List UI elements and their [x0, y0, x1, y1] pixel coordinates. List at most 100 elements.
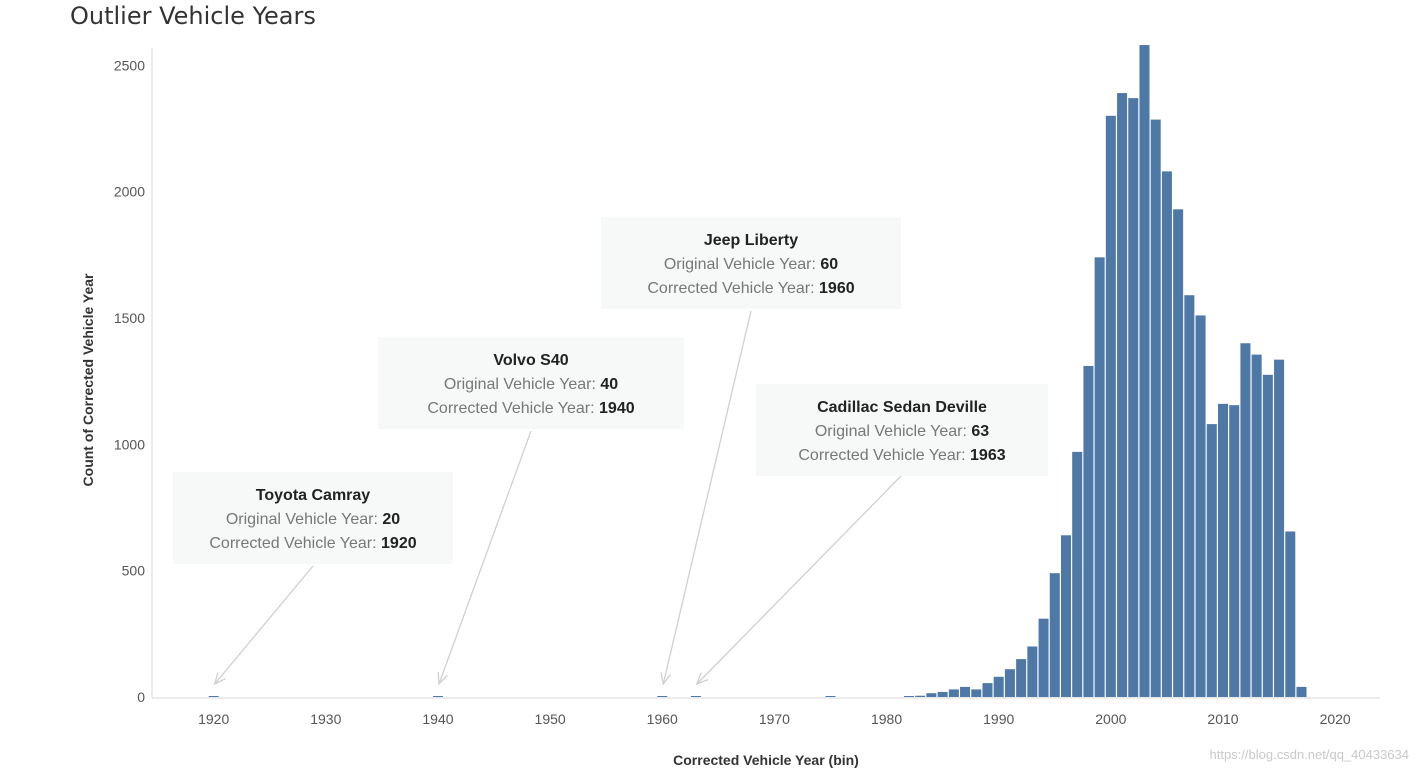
bar[interactable]: [903, 696, 914, 697]
bar[interactable]: [1117, 93, 1128, 698]
y-tick-labels: 0 500 1000 1500 2000 2500: [114, 57, 145, 705]
annotation-corrected-label: Corrected Vehicle Year:: [798, 447, 966, 464]
x-tick-label: 2000: [1095, 711, 1126, 727]
bar[interactable]: [1217, 403, 1229, 697]
annotation-title: Toyota Camray: [255, 487, 371, 504]
annotation-corrected-value: 1940: [599, 400, 635, 417]
y-axis-title: Count of Corrected Vehicle Year: [80, 273, 96, 486]
annotation-arrowhead: [437, 671, 448, 686]
annotation-corrected-line: Corrected Vehicle Year: 1920: [173, 532, 453, 556]
annotation-title: Cadillac Sedan Deville: [817, 399, 987, 416]
bar[interactable]: [1184, 295, 1195, 697]
bar[interactable]: [1060, 535, 1071, 697]
bar[interactable]: [1251, 354, 1262, 697]
annotation-corrected-value: 1960: [819, 280, 855, 297]
bars: [208, 45, 1307, 698]
annotation-original-line: Original Vehicle Year: 40: [378, 373, 684, 397]
bar[interactable]: [1027, 646, 1038, 697]
bar[interactable]: [1105, 115, 1116, 698]
x-tick-label: 1970: [759, 711, 790, 727]
annotation-arrow: [214, 565, 314, 685]
annotation-arrowhead: [660, 672, 672, 686]
bar[interactable]: [690, 696, 701, 697]
annotation-arrow: [438, 430, 532, 685]
annotation-original-label: Original Vehicle Year:: [443, 376, 596, 393]
bar[interactable]: [948, 689, 959, 697]
bar[interactable]: [825, 696, 836, 697]
bar[interactable]: [1229, 405, 1240, 697]
x-tick-label: 1990: [983, 711, 1014, 727]
chart-title: Outlier Vehicle Years: [70, 2, 316, 30]
y-axis-title-group: Count of Corrected Vehicle Year: [80, 273, 96, 486]
annotation-title: Volvo S40: [493, 352, 569, 369]
annotation-original-line: Original Vehicle Year: 60: [601, 253, 901, 277]
bar[interactable]: [915, 695, 926, 697]
annotation-corrected-value: 1920: [381, 535, 417, 552]
bar[interactable]: [1206, 424, 1217, 697]
bar[interactable]: [1150, 119, 1161, 697]
bar[interactable]: [1262, 374, 1273, 697]
bar[interactable]: [208, 696, 219, 697]
annotation-arrows: [213, 310, 902, 686]
bar[interactable]: [1139, 45, 1150, 698]
annotation-corrected-label: Corrected Vehicle Year:: [647, 280, 815, 297]
annotation-arrow: [662, 310, 752, 685]
y-tick-label: 1000: [114, 436, 145, 452]
axes: [151, 48, 1380, 699]
bar[interactable]: [1083, 365, 1094, 697]
annotation-original-value: 20: [382, 511, 401, 528]
annotation-original-line: Original Vehicle Year: 63: [756, 420, 1048, 444]
bar[interactable]: [1004, 669, 1015, 697]
x-tick-label: 2020: [1320, 711, 1351, 727]
annotation-corrected-line: Corrected Vehicle Year: 1963: [756, 444, 1048, 468]
bar[interactable]: [657, 696, 668, 697]
annotation-title: Jeep Liberty: [703, 232, 799, 249]
bar[interactable]: [1173, 209, 1184, 698]
bar[interactable]: [971, 689, 982, 697]
annotation-callout: Toyota Camray Original Vehicle Year: 20 Co…: [173, 472, 453, 564]
bar[interactable]: [1296, 686, 1307, 697]
annotation-corrected-label: Corrected Vehicle Year:: [209, 535, 377, 552]
annotation-arrowhead: [213, 672, 226, 686]
annotation-original-value: 60: [820, 256, 839, 273]
annotation-callout: Volvo S40 Original Vehicle Year: 40 Correc…: [378, 337, 684, 429]
x-tick-label: 1980: [871, 711, 902, 727]
annotation-corrected-value: 1963: [970, 447, 1006, 464]
bar[interactable]: [1161, 171, 1172, 697]
annotation-corrected-line: Corrected Vehicle Year: 1960: [601, 277, 901, 301]
annotation-original-label: Original Vehicle Year:: [225, 511, 378, 528]
annotation-original-label: Original Vehicle Year:: [814, 423, 967, 440]
x-tick-label: 2010: [1207, 711, 1238, 727]
bar[interactable]: [1049, 573, 1060, 697]
x-tick-labels: 1920 1930 1940 1950 1960 1970 1980 1990 2000 2010…: [198, 711, 1351, 727]
bar[interactable]: [1285, 531, 1296, 697]
x-tick-label: 1930: [310, 711, 341, 727]
bar[interactable]: [1195, 315, 1206, 697]
x-tick-label: 1950: [535, 711, 566, 727]
bar[interactable]: [1274, 359, 1285, 697]
bar[interactable]: [1072, 451, 1083, 697]
bar[interactable]: [1094, 257, 1105, 697]
bar[interactable]: [982, 683, 993, 697]
bar[interactable]: [1038, 618, 1049, 697]
bar[interactable]: [960, 686, 971, 697]
annotation-original-label: Original Vehicle Year:: [663, 256, 816, 273]
annotation-arrowhead: [695, 672, 709, 686]
annotation-original-line: Original Vehicle Year: 20: [173, 508, 453, 532]
bar[interactable]: [1016, 659, 1027, 697]
bar[interactable]: [993, 676, 1004, 697]
x-axis-title: Corrected Vehicle Year (bin): [673, 752, 859, 768]
bar[interactable]: [1128, 98, 1139, 697]
annotation-arrow: [696, 475, 902, 685]
y-tick-label: 2500: [114, 57, 145, 73]
bar[interactable]: [432, 696, 443, 697]
bar[interactable]: [937, 691, 948, 697]
y-tick-label: 0: [137, 689, 145, 705]
bar[interactable]: [1240, 343, 1251, 697]
annotation-original-value: 63: [971, 423, 990, 440]
annotation-callout: Jeep Liberty Original Vehicle Year: 60 Cor…: [601, 217, 901, 309]
bar[interactable]: [926, 693, 937, 697]
x-tick-label: 1960: [647, 711, 678, 727]
x-tick-label: 1940: [422, 711, 453, 727]
